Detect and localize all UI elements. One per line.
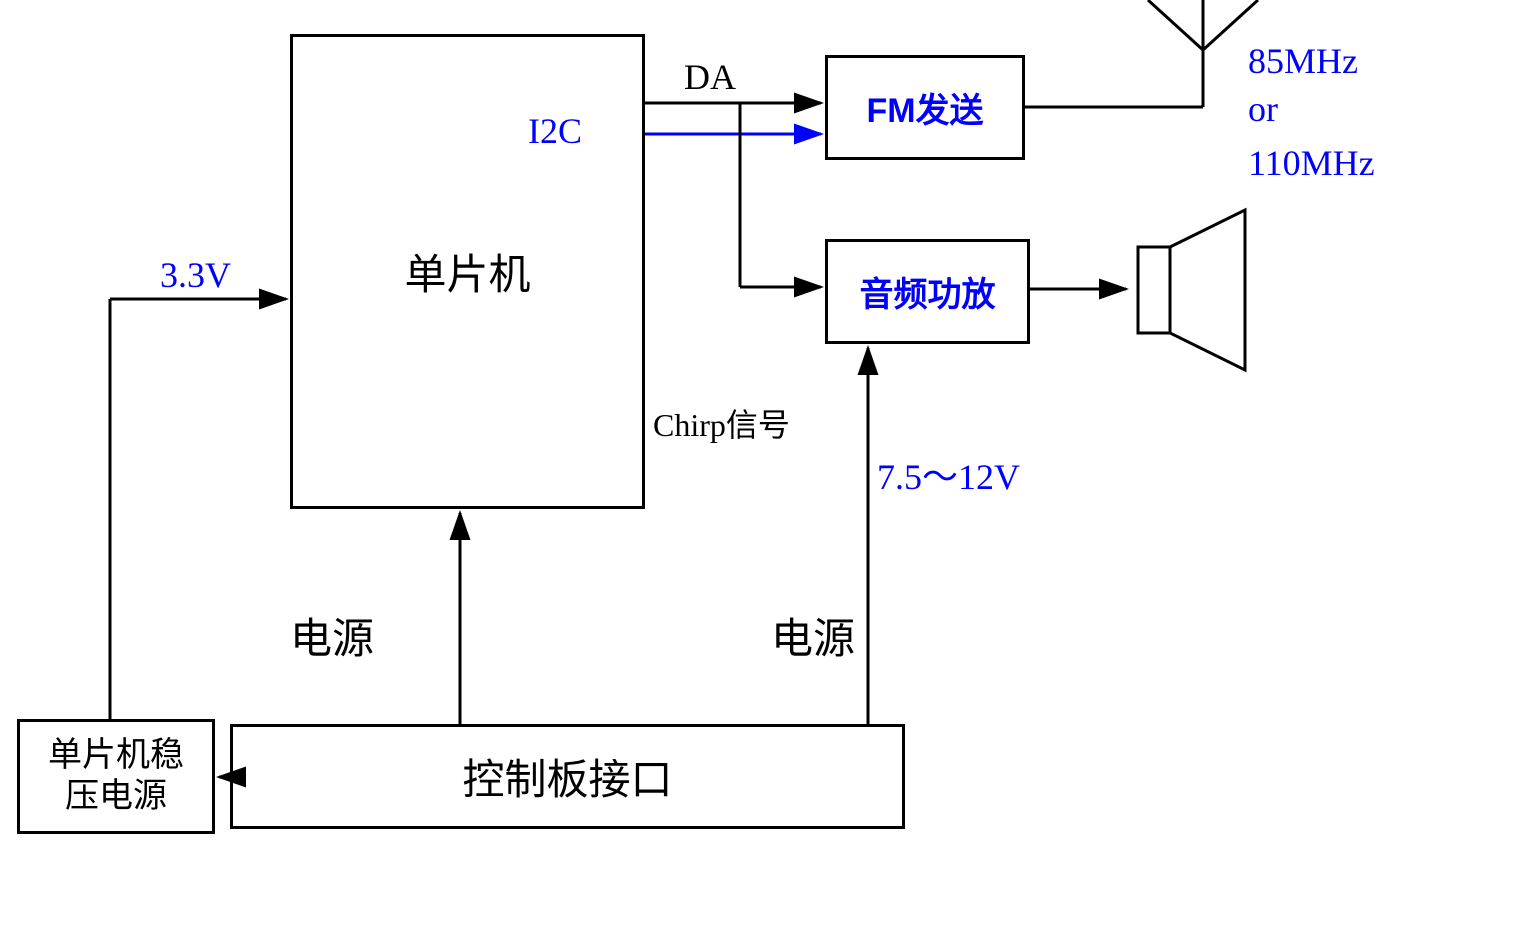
mcu-psu-box: 单片机稳 压电源: [17, 719, 215, 834]
mcu-psu-label: 单片机稳 压电源: [48, 736, 184, 818]
control-interface-label: 控制板接口: [462, 746, 672, 807]
fm-transmit-box: FM发送: [825, 55, 1025, 160]
power1-label: 电源: [290, 605, 374, 666]
antenna-left: [1148, 0, 1203, 50]
freq1-label: 85MHz: [1248, 40, 1358, 82]
mcu-label: 单片机: [404, 241, 530, 302]
control-interface-box: 控制板接口: [230, 724, 905, 829]
freq-or-label: or: [1248, 88, 1278, 130]
speaker-icon: [1138, 210, 1245, 370]
v33-label: 3.3V: [160, 254, 231, 296]
audio-amp-box: 音频功放: [825, 239, 1030, 344]
freq2-label: 110MHz: [1248, 142, 1375, 184]
audio-amp-label: 音频功放: [860, 267, 996, 316]
v75-label: 7.5～12V: [877, 448, 1020, 500]
da-label: DA: [684, 56, 736, 98]
chirp-label: Chirp信号: [653, 400, 790, 446]
power2-label: 电源: [771, 605, 855, 666]
mcu-box: 单片机: [290, 34, 645, 509]
fm-label: FM发送: [866, 83, 983, 132]
i2c-label: I2C: [528, 110, 582, 152]
